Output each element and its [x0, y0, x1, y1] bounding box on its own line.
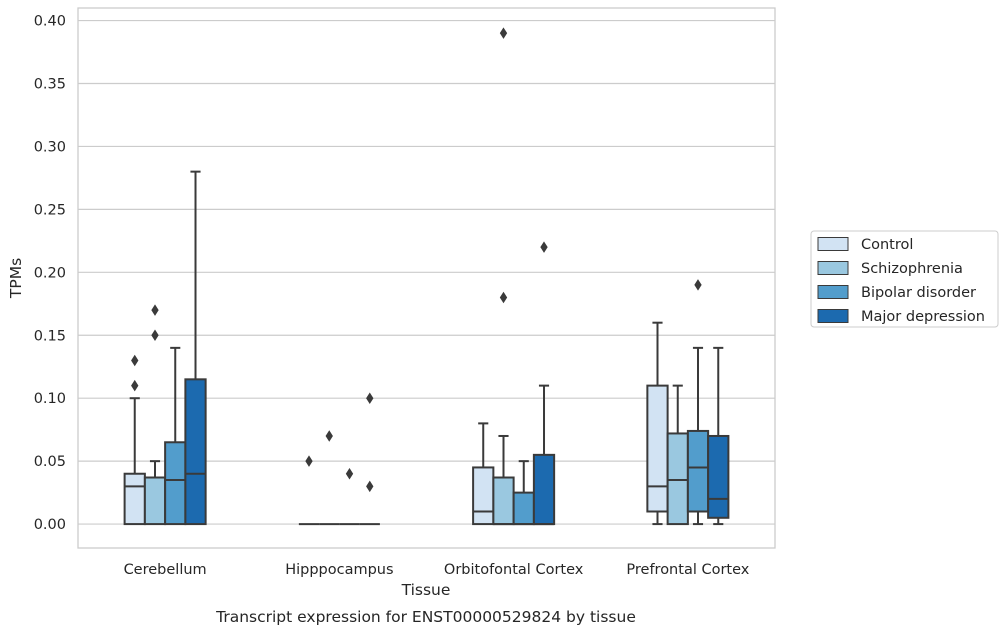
- box-bipolar-disorder-orbitofontal-cortex: [512, 460, 535, 526]
- y-tick-label: 0.00: [34, 517, 66, 533]
- y-tick-label: 0.20: [34, 265, 66, 281]
- box-schizophrenia-cerebellum: [143, 304, 167, 526]
- x-tick-label: Prefrontal Cortex: [626, 562, 749, 578]
- outlier-point: [151, 304, 159, 316]
- y-tick-label: 0.10: [34, 391, 66, 407]
- box-schizophrenia-prefrontal-cortex: [666, 384, 689, 526]
- legend-items: Control Schizophrenia Bipolar disorder Majo…: [817, 237, 985, 325]
- legend-item-control: Control: [817, 237, 913, 253]
- legend-item-major-depression: Major depression: [817, 309, 985, 325]
- box-body: [472, 466, 495, 526]
- box-body: [512, 491, 535, 526]
- legend-label: Bipolar disorder: [861, 285, 976, 301]
- y-tick-label: 0.35: [34, 77, 66, 93]
- legend-label: Control: [861, 237, 913, 253]
- box-control-prefrontal-cortex: [646, 321, 669, 526]
- x-tick-label: Hipppocampus: [285, 562, 393, 578]
- outlier-point: [325, 430, 333, 442]
- legend-swatch: [817, 285, 849, 299]
- outlier-point: [499, 291, 508, 304]
- box-schizophrenia-orbitofontal-cortex: [492, 27, 515, 526]
- box-body: [532, 453, 556, 526]
- box-control-orbitofontal-cortex: [472, 422, 495, 526]
- box-body: [686, 429, 710, 513]
- x-tick-labels: Cerebellum Hipppocampus Orbitofontal Corte…: [124, 562, 750, 578]
- outlier-point: [694, 279, 702, 291]
- legend-label: Major depression: [861, 309, 985, 325]
- y-tick-labels: 0.00 0.05 0.10 0.15 0.20 0.25 0.30 0.35 0.40: [34, 14, 66, 533]
- box-major-depression-hipppocampus: [359, 392, 380, 526]
- y-tick-label: 0.30: [34, 139, 66, 155]
- legend: Control Schizophrenia Bipolar disorder Majo…: [810, 230, 999, 328]
- outlier-point: [131, 379, 139, 392]
- legend-item-schizophrenia: Schizophrenia: [817, 261, 963, 277]
- outlier-point: [131, 354, 139, 367]
- box-body: [666, 432, 689, 526]
- legend-swatch: [817, 261, 849, 275]
- y-tick-label: 0.25: [34, 202, 66, 218]
- box-body: [184, 378, 207, 526]
- box-body: [646, 384, 669, 513]
- figure-caption: Transcript expression for ENST0000052982…: [215, 608, 636, 626]
- box-body: [143, 476, 167, 526]
- outlier-point: [345, 467, 354, 480]
- outlier-point: [366, 480, 374, 493]
- legend-frame: [810, 230, 999, 328]
- y-tick-label: 0.40: [34, 14, 66, 30]
- box-body: [164, 441, 187, 526]
- outlier-point: [540, 241, 548, 253]
- box-control-cerebellum: [123, 354, 146, 526]
- box-bipolar-disorder-prefrontal-cortex: [686, 279, 710, 526]
- legend-label: Schizophrenia: [861, 261, 963, 277]
- outlier-point: [366, 392, 374, 404]
- box-bipolar-disorder-cerebellum: [164, 346, 187, 526]
- box-control-hipppocampus: [298, 455, 320, 526]
- outlier-point: [499, 27, 508, 39]
- box-body: [123, 472, 146, 526]
- legend-swatch: [817, 237, 849, 251]
- boxes: [123, 27, 730, 526]
- box-bipolar-disorder-hipppocampus: [339, 467, 360, 526]
- y-axis-title: TPMs: [7, 258, 25, 299]
- legend-swatch: [817, 309, 849, 323]
- y-tick-label: 0.15: [34, 328, 66, 344]
- box-major-depression-orbitofontal-cortex: [532, 241, 556, 526]
- outlier-point: [151, 329, 159, 342]
- box-body: [492, 476, 515, 526]
- legend-item-bipolar-disorder: Bipolar disorder: [817, 285, 976, 301]
- y-tick-label: 0.05: [34, 454, 66, 470]
- box-major-depression-prefrontal-cortex: [707, 346, 730, 526]
- outlier-point: [305, 455, 313, 467]
- x-axis-title: Tissue: [401, 581, 451, 599]
- x-tick-label: Orbitofontal Cortex: [444, 562, 584, 578]
- box-major-depression-cerebellum: [184, 170, 207, 526]
- box-body: [707, 434, 730, 519]
- box-schizophrenia-hipppocampus: [319, 430, 340, 526]
- x-tick-label: Cerebellum: [124, 562, 207, 578]
- plot-area-frame: [77, 7, 776, 549]
